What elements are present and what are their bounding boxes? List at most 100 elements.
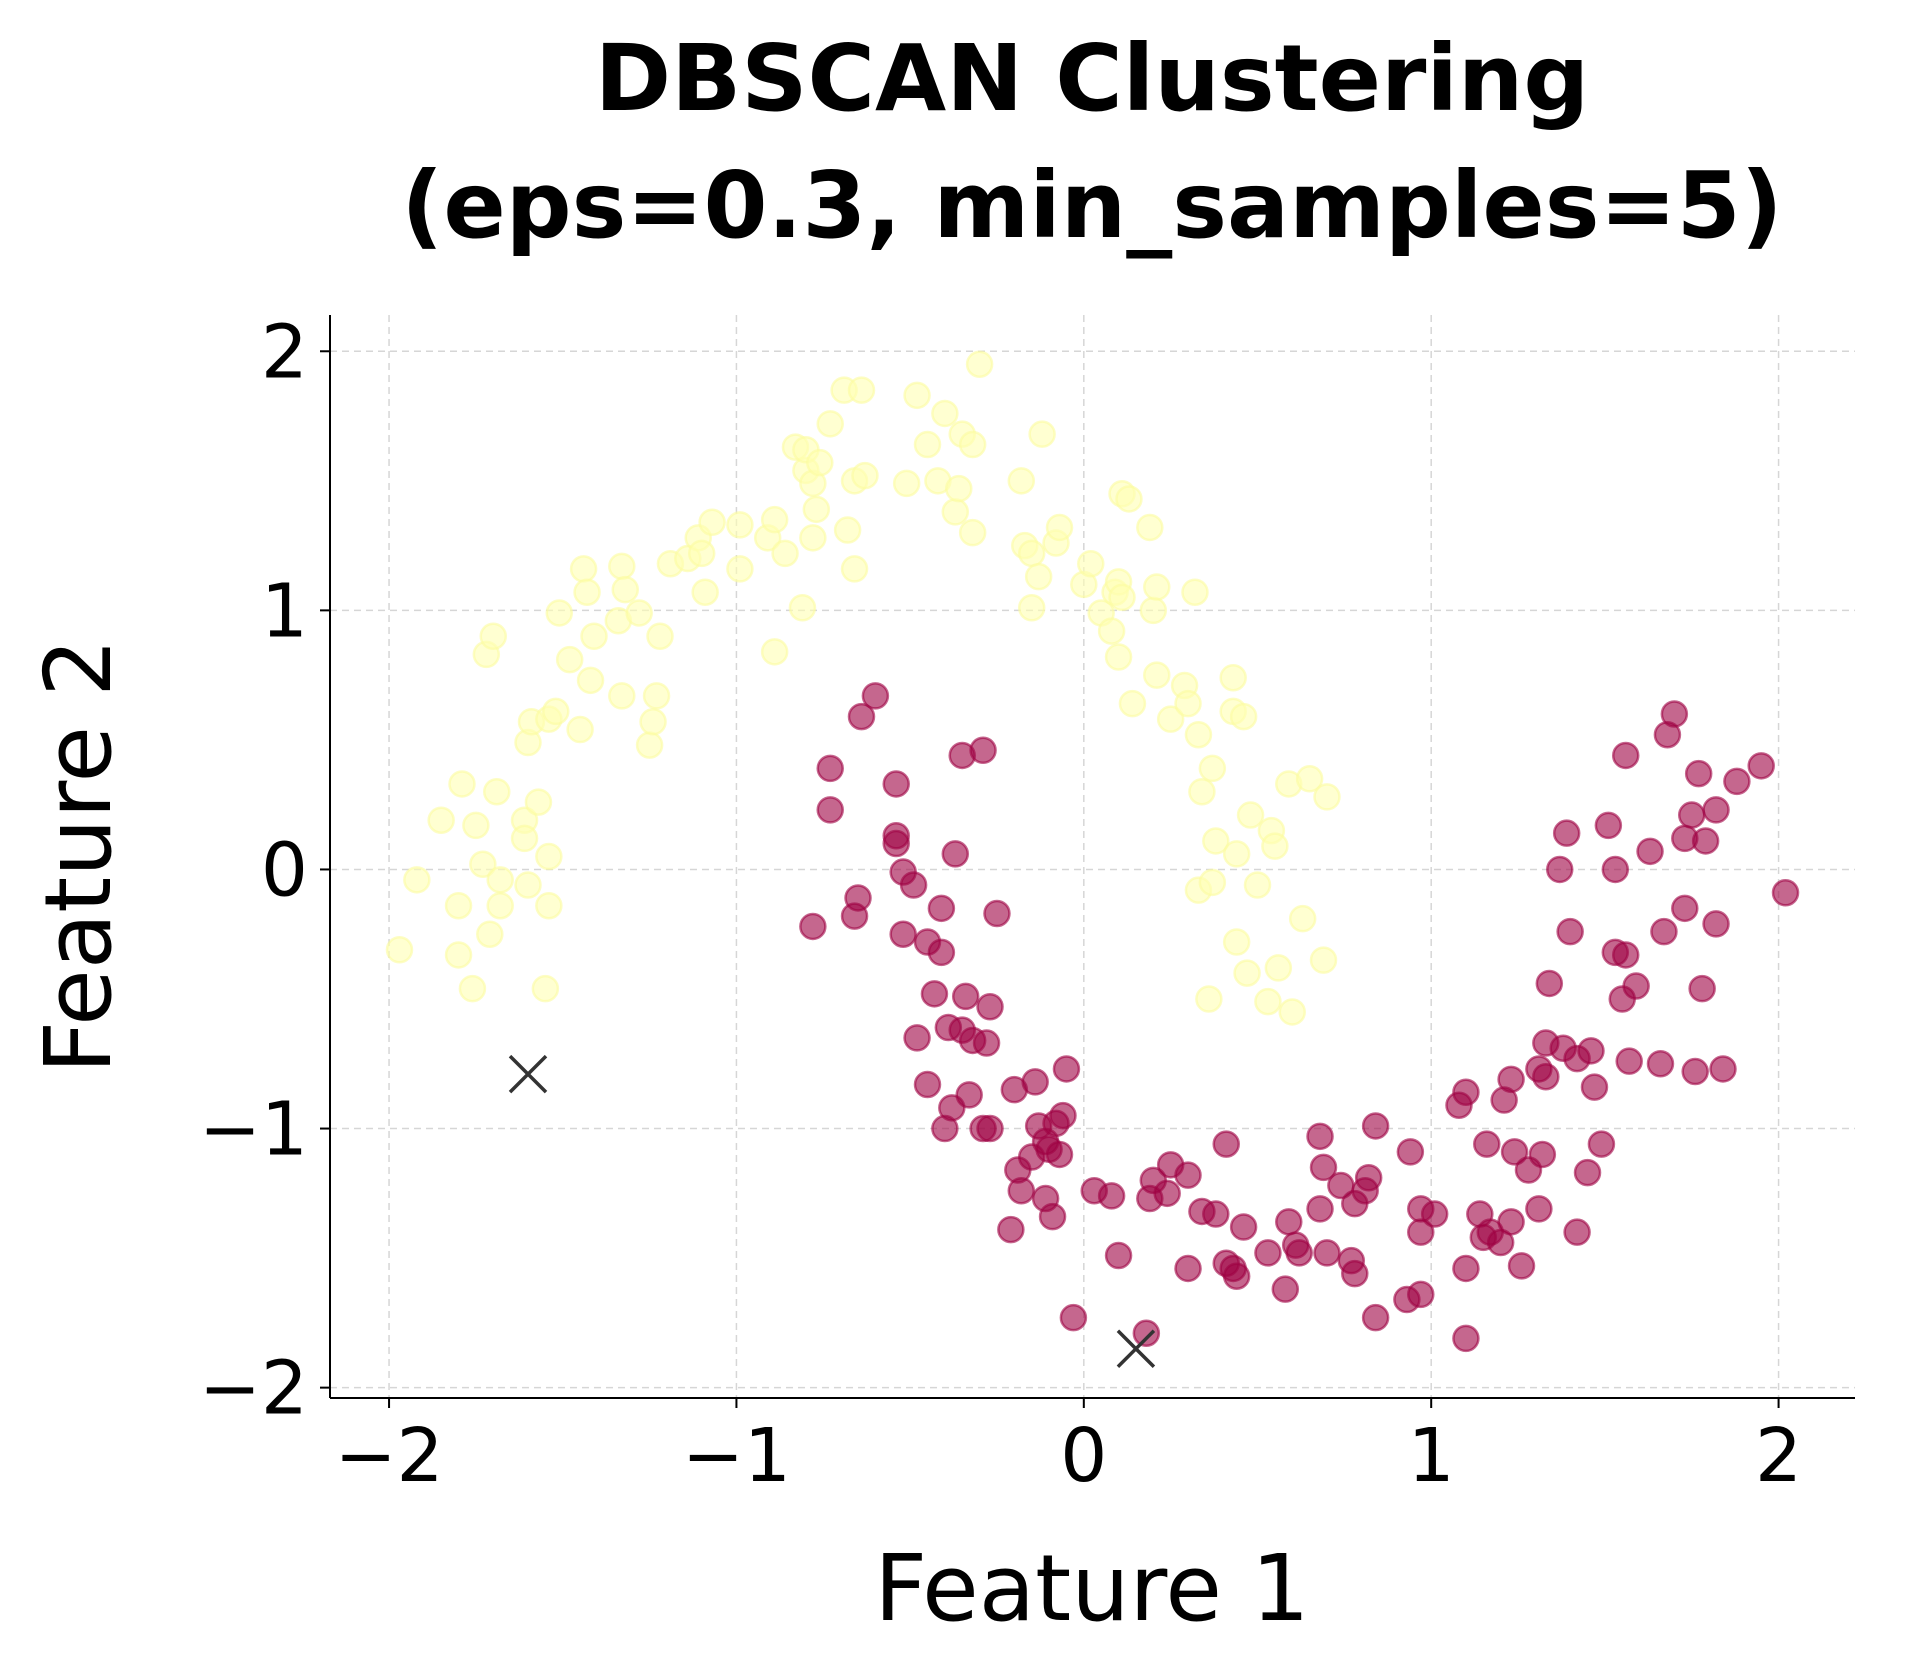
cluster-1-point bbox=[1174, 1254, 1202, 1283]
cluster-0-point bbox=[892, 469, 921, 498]
cluster-0-point bbox=[958, 518, 987, 547]
cluster-0-point bbox=[760, 638, 789, 666]
cluster-1-point bbox=[1723, 767, 1751, 796]
cluster-0-point bbox=[691, 578, 719, 606]
noise-point bbox=[1116, 1329, 1156, 1369]
cluster-1-point bbox=[799, 912, 827, 941]
cluster-1-point bbox=[816, 796, 844, 824]
cluster-1-point bbox=[1473, 1130, 1501, 1158]
cluster-0-point bbox=[573, 578, 601, 606]
cluster-0-point bbox=[469, 850, 497, 879]
chart-title-line2: (eps=0.3, min_samples=5) bbox=[401, 152, 1782, 259]
cluster-0-point bbox=[1104, 643, 1133, 671]
cluster-0-point bbox=[458, 974, 487, 1003]
cluster-1-point bbox=[1528, 1140, 1557, 1169]
cluster-0-point bbox=[1007, 467, 1036, 495]
cluster-1-point bbox=[927, 894, 956, 923]
cluster-1-point bbox=[844, 884, 872, 912]
cluster-1-point bbox=[951, 982, 980, 1011]
cluster-0-point bbox=[1261, 832, 1289, 860]
cluster-1-point bbox=[1132, 1319, 1161, 1347]
cluster-0-point bbox=[1264, 954, 1293, 982]
cluster-1-point bbox=[1577, 1037, 1605, 1065]
cluster-0-point bbox=[945, 474, 973, 503]
cluster-0-point bbox=[1254, 987, 1282, 1016]
cluster-1-point bbox=[1611, 741, 1640, 770]
y-tick-label: 2 bbox=[261, 309, 308, 395]
cluster-0-point bbox=[1118, 689, 1147, 718]
cluster-0-point bbox=[608, 552, 636, 581]
cluster-0-point bbox=[1143, 573, 1171, 601]
cluster-0-point bbox=[1278, 998, 1306, 1026]
cluster-1-point bbox=[1306, 1122, 1334, 1151]
cluster-1-point bbox=[1646, 1050, 1675, 1078]
cluster-0-point bbox=[1184, 720, 1213, 749]
cluster-0-point bbox=[482, 777, 511, 806]
cluster-1-point bbox=[1097, 1182, 1126, 1210]
cluster-0-point bbox=[1136, 513, 1164, 542]
cluster-0-point bbox=[403, 866, 431, 894]
cluster-1-point bbox=[1681, 1057, 1709, 1086]
cluster-0-point bbox=[524, 788, 553, 816]
cluster-1-point bbox=[1650, 917, 1678, 946]
cluster-0-point bbox=[611, 575, 640, 604]
cluster-0-point bbox=[958, 430, 987, 459]
cluster-0-point bbox=[1097, 617, 1126, 645]
cluster-0-point bbox=[514, 871, 542, 899]
cluster-1-point bbox=[941, 840, 970, 868]
cluster-1-point bbox=[997, 1215, 1025, 1244]
cluster-0-point bbox=[1233, 959, 1261, 987]
y-tick-label: 0 bbox=[261, 827, 308, 913]
cluster-0-point bbox=[1309, 946, 1338, 974]
cluster-0-point bbox=[486, 866, 514, 894]
x-tick-label: −1 bbox=[682, 1413, 791, 1499]
cluster-0-point bbox=[479, 622, 508, 651]
cluster-0-point bbox=[1198, 754, 1227, 783]
cluster-1-point bbox=[899, 871, 928, 899]
data-points bbox=[385, 350, 1800, 1369]
cluster-0-point bbox=[542, 697, 570, 726]
x-tick-label: −2 bbox=[335, 1413, 444, 1499]
cluster-1-point bbox=[1747, 752, 1775, 780]
cluster-0-point bbox=[1108, 583, 1136, 612]
cluster-0-point bbox=[448, 770, 476, 798]
cluster-1-point bbox=[1452, 1254, 1480, 1283]
cluster-0-point bbox=[1181, 578, 1209, 606]
cluster-0-point bbox=[833, 516, 862, 544]
cluster-0-point bbox=[555, 645, 584, 674]
cluster-0-point bbox=[1017, 594, 1046, 622]
cluster-1-point bbox=[882, 770, 910, 798]
cluster-0-point bbox=[444, 941, 473, 969]
cluster-1-point bbox=[1229, 1213, 1258, 1241]
cluster-1-point bbox=[1212, 1130, 1240, 1158]
cluster-0-point bbox=[903, 381, 931, 410]
cluster-0-point bbox=[1222, 928, 1251, 956]
cluster-0-point bbox=[847, 376, 876, 404]
cluster-1-point bbox=[1222, 1262, 1251, 1290]
cluster-0-point bbox=[788, 594, 817, 622]
cluster-0-point bbox=[931, 399, 959, 428]
cluster-1-point bbox=[1038, 1202, 1067, 1231]
cluster-0-point bbox=[965, 350, 994, 378]
cluster-0-point bbox=[535, 891, 563, 920]
cluster-0-point bbox=[1017, 539, 1046, 568]
cluster-1-point bbox=[1677, 801, 1706, 829]
cluster-0-point bbox=[1143, 661, 1171, 689]
cluster-0-point bbox=[687, 539, 716, 568]
cluster-1-point bbox=[1153, 1179, 1181, 1208]
cluster-0-point bbox=[545, 599, 574, 627]
cluster-1-point bbox=[889, 920, 917, 948]
cluster-1-point bbox=[983, 899, 1011, 928]
cluster-0-point bbox=[427, 806, 455, 834]
cluster-1-point bbox=[969, 736, 997, 765]
x-tick-label: 0 bbox=[1060, 1413, 1107, 1499]
x-tick-label: 1 bbox=[1408, 1413, 1455, 1499]
cluster-1-point bbox=[1771, 879, 1800, 907]
cluster-1-point bbox=[955, 1081, 983, 1109]
cluster-0-point bbox=[1222, 840, 1251, 868]
cluster-0-point bbox=[1313, 783, 1341, 811]
cluster-1-point bbox=[1361, 1303, 1390, 1332]
cluster-0-point bbox=[1236, 801, 1265, 829]
cluster-1-point bbox=[1045, 1140, 1074, 1169]
cluster-0-point bbox=[1195, 985, 1223, 1013]
